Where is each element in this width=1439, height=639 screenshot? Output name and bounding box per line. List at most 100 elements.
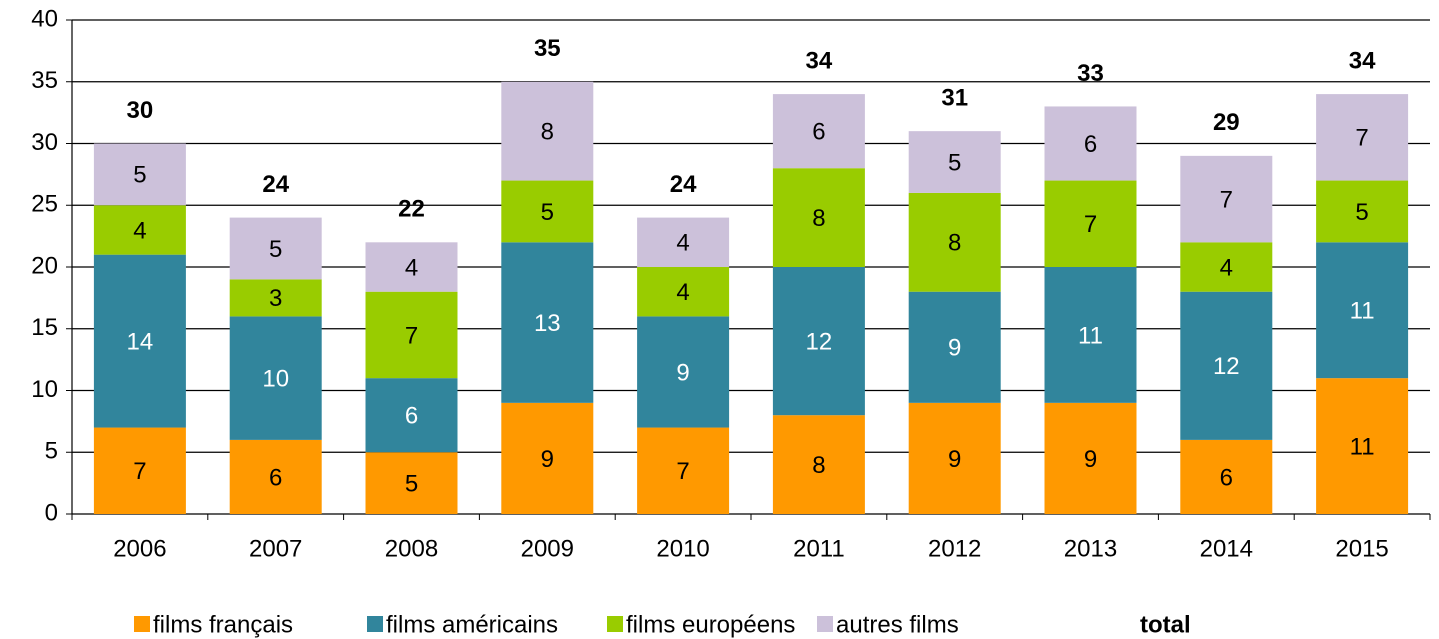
x-tick-label: 2011 [793, 535, 845, 562]
data-label: 8 [812, 452, 825, 479]
data-label: 9 [948, 446, 961, 473]
legend-marker [367, 616, 383, 632]
data-label: 6 [269, 464, 282, 491]
data-label: 9 [676, 359, 689, 386]
data-label: 10 [262, 365, 289, 392]
bar-segment [93, 205, 186, 255]
bar-segment [1316, 378, 1409, 514]
data-label: 7 [1220, 186, 1233, 213]
data-label: 6 [1220, 464, 1233, 491]
x-tick-label: 2015 [1335, 535, 1388, 562]
bar-segment [365, 242, 458, 292]
data-label: 5 [269, 236, 282, 263]
bar-segment [772, 168, 865, 267]
x-tick-label: 2013 [1064, 535, 1117, 562]
data-label: 7 [676, 458, 689, 485]
total-label: 29 [1213, 109, 1240, 136]
x-tick-label: 2006 [113, 535, 166, 562]
bar-segment [501, 81, 594, 181]
data-label: 7 [133, 458, 146, 485]
bar-segment [1180, 439, 1273, 514]
total-label: 30 [127, 97, 154, 124]
data-label: 7 [405, 322, 418, 349]
legend-label: total [1140, 611, 1191, 638]
data-label: 6 [1084, 131, 1097, 158]
data-label: 4 [676, 279, 689, 306]
y-tick-label: 10 [31, 376, 58, 403]
data-label: 7 [1355, 125, 1368, 152]
bar-segment [365, 452, 458, 514]
total-label: 35 [534, 35, 561, 62]
bar-segment [229, 439, 322, 514]
data-label: 6 [405, 403, 418, 430]
y-tick-label: 25 [31, 191, 58, 218]
bar-segment [501, 242, 594, 403]
bar-segment [1316, 242, 1409, 379]
bar-segment [1180, 291, 1273, 440]
y-tick-label: 40 [31, 5, 58, 32]
y-tick-label: 0 [45, 499, 58, 526]
data-label: 5 [948, 149, 961, 176]
bar-segment [908, 192, 1001, 292]
data-label: 8 [541, 118, 554, 145]
data-label: 9 [1084, 446, 1097, 473]
legend-marker [134, 616, 150, 632]
y-tick-label: 15 [31, 314, 58, 341]
x-tick-label: 2014 [1200, 535, 1253, 562]
data-label: 4 [676, 230, 689, 257]
bar-segment [229, 217, 322, 280]
bar-segment [1316, 94, 1409, 181]
x-tick-label: 2009 [521, 535, 574, 562]
legend-label: films européens [626, 611, 795, 638]
bar-segment [637, 427, 730, 514]
legend-label: autres films [836, 611, 959, 638]
data-label: 7 [1084, 211, 1097, 238]
bar-segment [637, 267, 730, 317]
data-label: 9 [948, 335, 961, 362]
legend-marker [607, 616, 623, 632]
bar-segment [908, 131, 1001, 193]
data-label: 12 [806, 328, 833, 355]
data-label: 8 [948, 230, 961, 257]
bar-segment [772, 94, 865, 169]
bar-segment [1044, 180, 1137, 267]
data-label: 5 [541, 199, 554, 226]
legend-label: films français [153, 611, 293, 638]
y-tick-label: 35 [31, 67, 58, 94]
bar-segment [908, 402, 1001, 514]
x-tick-label: 2008 [385, 535, 438, 562]
bar-segment [772, 415, 865, 514]
bar-segment [1044, 402, 1137, 514]
data-label: 3 [269, 285, 282, 312]
bar-segment [93, 143, 186, 206]
total-label: 34 [1349, 47, 1376, 74]
bar-segment [908, 291, 1001, 403]
total-label: 33 [1077, 60, 1104, 87]
data-label: 14 [127, 328, 154, 355]
y-tick-label: 20 [31, 252, 58, 279]
data-label: 9 [541, 446, 554, 473]
data-label: 8 [812, 205, 825, 232]
bar-segment [637, 316, 730, 428]
x-tick-label: 2012 [928, 535, 981, 562]
total-label: 22 [398, 196, 425, 223]
data-label: 5 [133, 162, 146, 189]
bar-segment [229, 316, 322, 440]
data-label: 12 [1213, 353, 1240, 380]
y-tick-label: 5 [45, 438, 58, 465]
bar-segment [1180, 242, 1273, 292]
total-label: 34 [806, 47, 833, 74]
data-label: 5 [1355, 199, 1368, 226]
bar-segment [1316, 180, 1409, 243]
data-label: 11 [1078, 322, 1103, 349]
x-tick-label: 2007 [249, 535, 302, 562]
data-label: 11 [1350, 433, 1375, 460]
total-label: 24 [670, 171, 697, 198]
bar-segment [772, 267, 865, 416]
bar-segment [1044, 106, 1137, 181]
data-label: 4 [133, 217, 146, 244]
bar-segment [365, 291, 458, 379]
data-label: 13 [534, 310, 561, 337]
total-label: 24 [262, 171, 289, 198]
